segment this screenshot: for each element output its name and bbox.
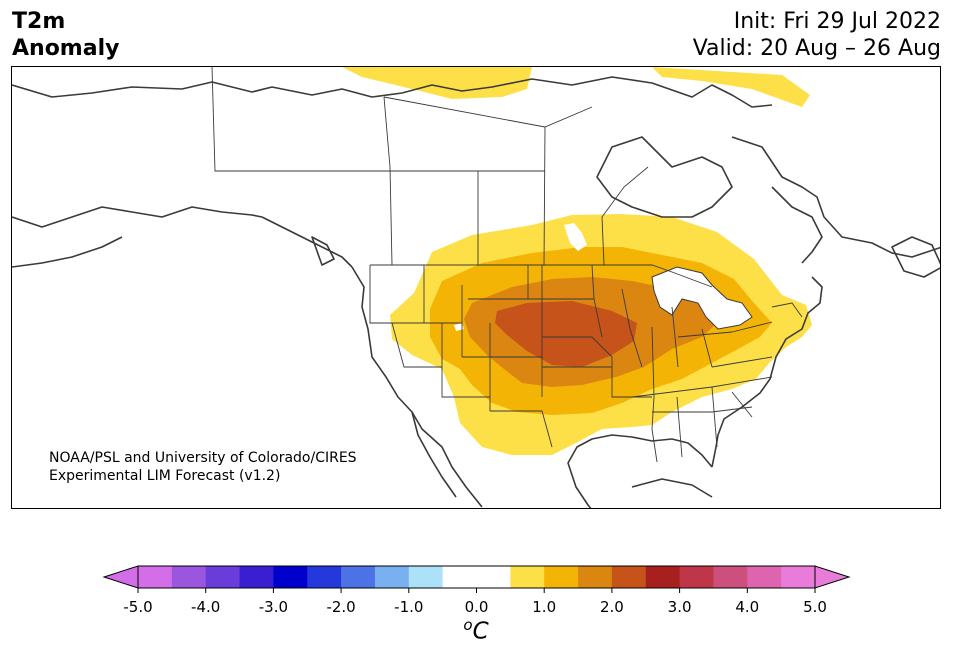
colorbar-segment — [408, 566, 444, 588]
init-date: Init: Fri 29 Jul 2022 — [733, 9, 941, 34]
credit-line-1: NOAA/PSL and University of Colorado/CIRE… — [49, 450, 357, 466]
colorbar-tick-label: -1.0 — [394, 598, 424, 616]
colorbar: -5.0 -4.0 -3.0 -2.0 -1.0 0.0 1.0 2.0 3.0 4.0 5.0 o… — [0, 560, 953, 656]
colorbar-segment — [138, 566, 173, 588]
colorbar-segment — [171, 566, 207, 588]
colorbar-unit-degree: o — [463, 616, 473, 634]
colorbar-segment — [747, 566, 782, 588]
colorbar-segment — [341, 566, 376, 588]
forecast-dates: Init: Fri 29 Jul 2022 Valid: 20 Aug – 26… — [693, 8, 941, 62]
anomaly-arctic-east — [652, 67, 810, 107]
colorbar-tick-label: 3.0 — [667, 598, 692, 616]
colorbar-tick-label: 5.0 — [803, 598, 827, 616]
colorbar-tick-label: 2.0 — [599, 598, 624, 616]
colorbar-segment — [273, 566, 308, 588]
title-line-1: T2m — [12, 9, 66, 34]
title-line-2: Anomaly — [12, 36, 120, 61]
colorbar-segment — [578, 566, 613, 588]
colorbar-tick-label: -5.0 — [123, 598, 153, 616]
map-title: T2m Anomaly — [12, 8, 119, 62]
colorbar-tick-label: 4.0 — [735, 598, 760, 616]
lake-winnipeg — [564, 223, 587, 251]
valid-date: Valid: 20 Aug – 26 Aug — [692, 36, 941, 61]
colorbar-segment — [307, 566, 342, 588]
colorbar-segment — [713, 566, 748, 588]
colorbar-segment — [645, 566, 681, 588]
colorbar-segment — [510, 566, 545, 588]
colorbar-segment — [611, 566, 647, 588]
colorbar-segment — [205, 566, 241, 588]
credit-line-2: Experimental LIM Forecast (v1.2) — [49, 468, 281, 484]
colorbar-segment — [476, 566, 511, 588]
anomaly-shading — [342, 67, 812, 455]
colorbar-segment — [781, 566, 816, 588]
colorbar-segment — [679, 566, 714, 588]
colorbar-bar — [102, 565, 851, 593]
colorbar-tick-label: -3.0 — [258, 598, 289, 616]
anomaly-level-4 — [495, 301, 637, 367]
colorbar-tick-label: -4.0 — [191, 598, 221, 616]
colorbar-unit-letter: C — [472, 618, 489, 645]
colorbar-tick-label: -2.0 — [326, 598, 356, 616]
colorbar-segment — [374, 566, 410, 588]
anomaly-arctic-west — [342, 67, 532, 99]
great-lakes — [651, 266, 753, 330]
colorbar-over-arrow — [814, 565, 851, 589]
colorbar-unit: oC — [463, 616, 488, 645]
colorbar-segment — [442, 566, 477, 588]
colorbar-tick-label: 1.0 — [532, 598, 557, 616]
political-borders — [211, 67, 803, 463]
lake-small — [454, 323, 464, 331]
colorbar-segment — [544, 566, 579, 588]
coastlines — [12, 76, 940, 508]
colorbar-under-arrow — [102, 565, 139, 589]
map-canvas — [12, 67, 940, 508]
map-panel — [11, 66, 941, 509]
credit-text: NOAA/PSL and University of Colorado/CIRE… — [49, 449, 357, 485]
colorbar-segment — [239, 566, 274, 588]
colorbar-tick-label: 0.0 — [464, 598, 489, 616]
